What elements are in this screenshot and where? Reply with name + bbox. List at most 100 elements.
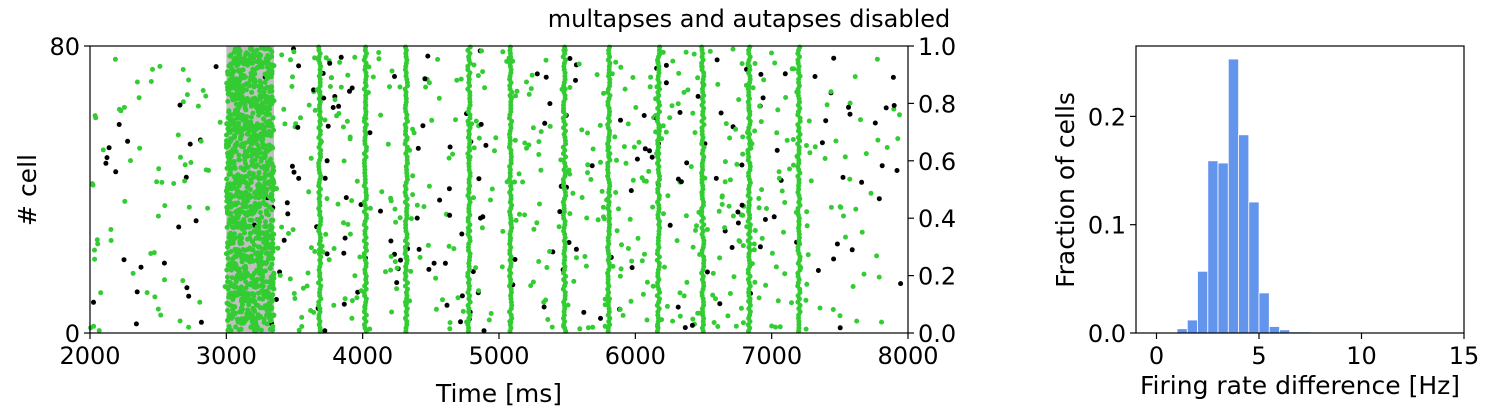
- spike-point: [688, 164, 694, 170]
- spike-point: [819, 140, 825, 146]
- spike-point: [618, 64, 624, 70]
- spike-point: [244, 96, 250, 101]
- spike-point: [177, 102, 183, 108]
- spike-point: [751, 241, 757, 247]
- spike-point: [241, 256, 247, 262]
- spike-point: [239, 84, 245, 90]
- spike-point: [693, 227, 698, 233]
- spike-point: [808, 178, 814, 184]
- spike-point: [897, 112, 902, 118]
- spike-point: [304, 283, 310, 289]
- spike-point: [719, 201, 725, 207]
- spike-point: [249, 127, 255, 133]
- spike-point: [730, 46, 736, 52]
- spike-point: [536, 152, 542, 157]
- spike-point: [232, 82, 238, 88]
- spike-point: [250, 258, 256, 264]
- spike-point: [543, 297, 549, 303]
- spike-point: [250, 66, 256, 72]
- spike-point: [233, 101, 239, 107]
- spike-point: [879, 319, 884, 325]
- spike-point: [243, 161, 248, 167]
- spike-point: [868, 190, 874, 196]
- spike-point: [259, 122, 265, 128]
- spike-point: [279, 52, 285, 58]
- spike-point: [250, 314, 256, 320]
- spike-point: [322, 117, 328, 123]
- spike-point: [232, 231, 237, 237]
- spike-point: [476, 288, 482, 294]
- spike-point: [262, 268, 268, 274]
- spike-point: [522, 212, 528, 218]
- spike-point: [92, 113, 98, 119]
- spike-point: [266, 61, 272, 67]
- spike-point: [186, 324, 192, 330]
- spike-point: [134, 79, 140, 85]
- spike-point: [162, 203, 168, 209]
- spike-point: [217, 119, 223, 125]
- spike-point: [349, 298, 355, 304]
- spike-point: [590, 146, 596, 152]
- spike-point: [613, 59, 619, 65]
- spike-point: [536, 139, 542, 145]
- spike-point: [585, 162, 591, 168]
- spike-point: [233, 324, 239, 330]
- spike-point: [421, 204, 427, 210]
- spike-point: [341, 158, 347, 164]
- spike-point: [256, 314, 262, 320]
- spike-point: [226, 108, 232, 114]
- spike-point: [694, 223, 699, 229]
- spike-point: [177, 318, 183, 324]
- spike-point: [300, 285, 306, 291]
- spike-point: [389, 309, 395, 315]
- spike-point: [670, 318, 676, 324]
- spike-point: [248, 179, 254, 185]
- spike-point: [334, 113, 340, 119]
- spike-point: [156, 166, 162, 172]
- spike-point: [311, 87, 317, 93]
- spike-point: [545, 317, 551, 322]
- spike-point: [789, 300, 794, 306]
- spike-point: [408, 268, 414, 274]
- spike-point: [241, 73, 247, 78]
- spike-point: [269, 313, 275, 319]
- spike-point: [269, 192, 275, 197]
- spike-point: [180, 67, 186, 72]
- spike-point: [547, 101, 553, 107]
- spike-point: [263, 104, 269, 110]
- spike-point: [415, 145, 421, 151]
- spike-point: [116, 122, 122, 127]
- spike-point: [180, 278, 186, 284]
- spike-point: [281, 106, 287, 112]
- spike-point: [235, 224, 241, 230]
- spike-point: [113, 169, 119, 175]
- spike-point: [257, 230, 263, 235]
- spike-point: [229, 295, 235, 300]
- spike-point: [327, 60, 333, 66]
- spike-point: [618, 266, 624, 272]
- spike-point: [662, 264, 667, 270]
- spike-point: [570, 190, 576, 196]
- spike-point: [182, 178, 188, 184]
- spike-point: [398, 257, 403, 263]
- spike-point: [243, 61, 249, 67]
- spike-point: [756, 205, 762, 211]
- spike-point: [576, 61, 582, 67]
- spike-point: [258, 175, 264, 181]
- spike-point: [467, 44, 473, 50]
- spike-point: [265, 163, 271, 169]
- spike-point: [660, 49, 666, 55]
- spike-point: [255, 142, 261, 148]
- spike-point: [737, 239, 743, 244]
- spike-point: [417, 254, 423, 260]
- spike-point: [224, 132, 229, 138]
- spike-point: [354, 178, 360, 184]
- spike-point: [291, 291, 297, 296]
- spike-point: [130, 270, 136, 276]
- spike-point: [150, 66, 155, 72]
- spike-point: [410, 126, 416, 132]
- spike-point: [522, 140, 528, 146]
- spike-point: [235, 68, 241, 74]
- spike-point: [549, 324, 555, 330]
- spike-point: [757, 103, 763, 109]
